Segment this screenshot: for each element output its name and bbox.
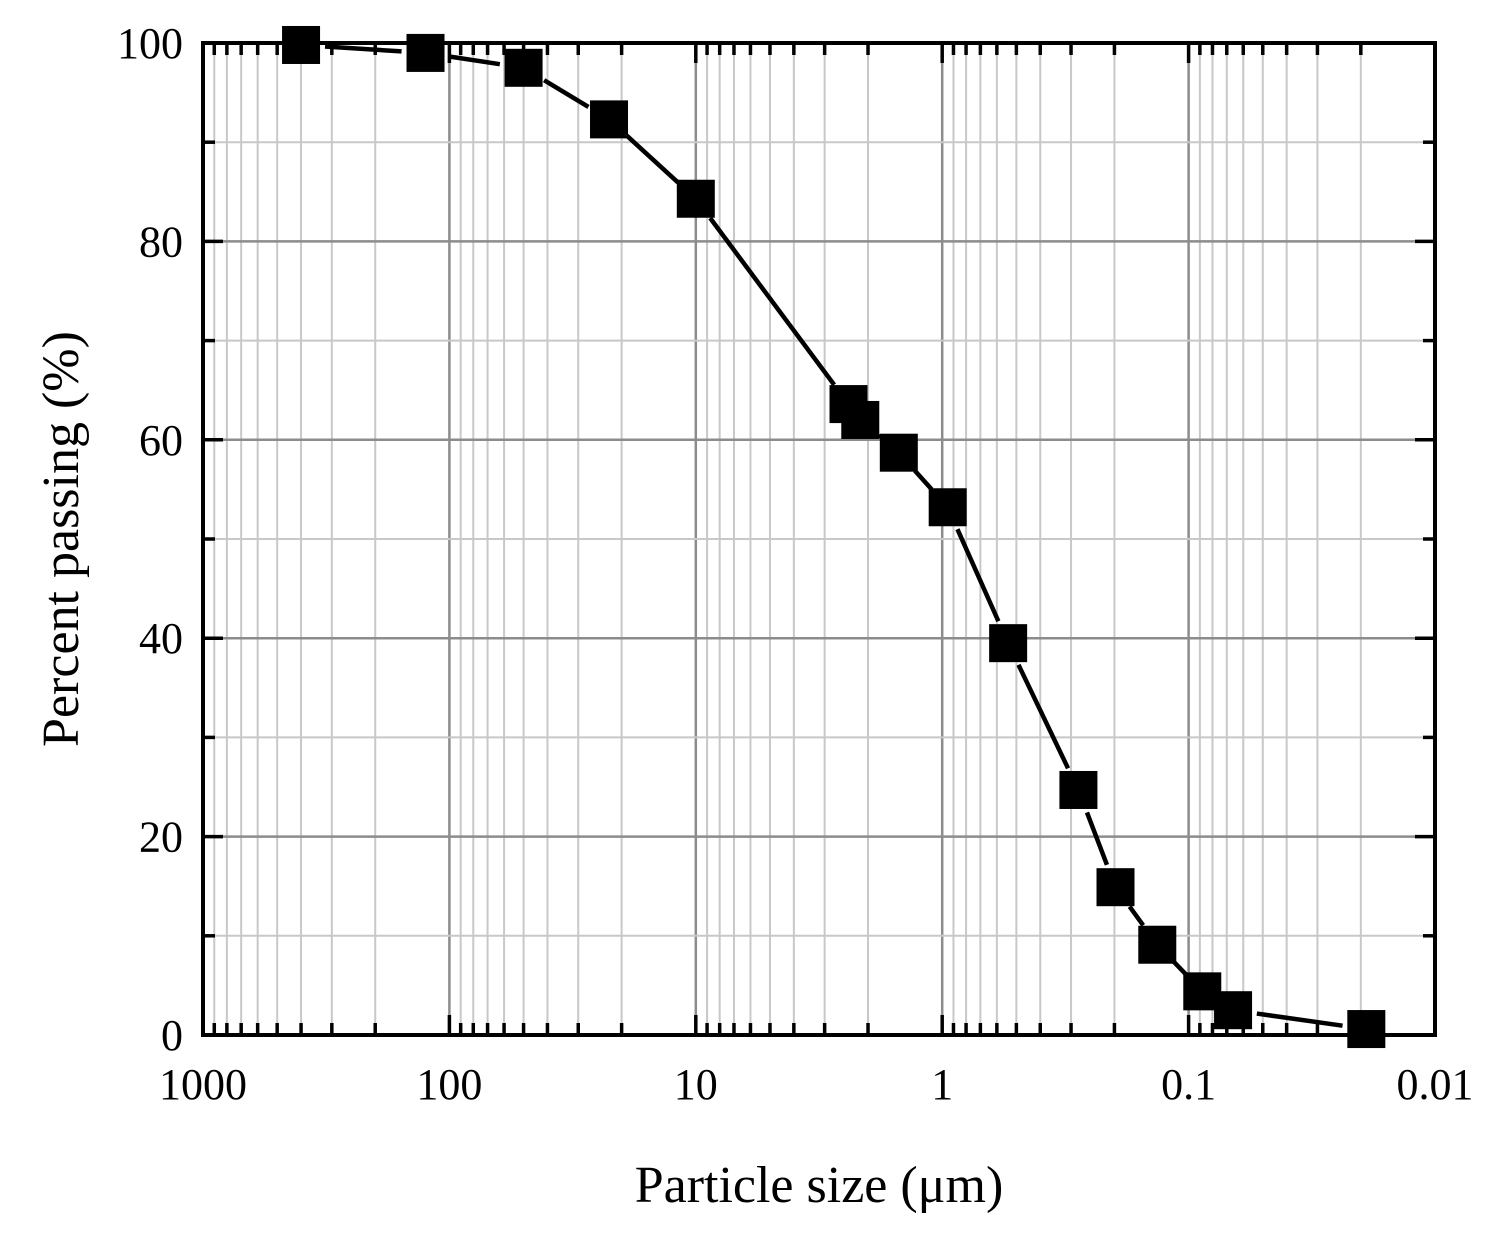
plot-frame	[201, 41, 1437, 1037]
data-point-marker	[590, 100, 629, 139]
grid-lines	[201, 41, 1437, 1037]
y-tick-label: 60	[139, 416, 183, 465]
x-tick-label: 1000	[159, 1060, 247, 1109]
y-axis-title: Percent passing (%)	[33, 331, 90, 747]
series-line-segment	[1172, 960, 1188, 976]
data-point-marker	[1059, 770, 1098, 809]
data-point-marker	[1096, 868, 1135, 907]
series-line-segment	[913, 469, 934, 491]
y-tick-label: 100	[117, 19, 183, 68]
series-line-segment	[708, 216, 836, 387]
series-group	[282, 25, 1386, 1049]
y-tick-labels: 0 20 40 60 80 100	[117, 19, 183, 1060]
data-point-marker	[928, 488, 967, 527]
y-tick-label: 0	[161, 1011, 183, 1060]
x-tick-label: 100	[416, 1060, 482, 1109]
data-point-marker	[282, 25, 321, 64]
data-point-marker	[504, 48, 543, 87]
series-line-segment	[625, 133, 680, 185]
series-line-segment	[1256, 1011, 1343, 1028]
data-point-marker	[989, 624, 1028, 663]
data-point-marker	[1138, 925, 1177, 964]
series-line-segment	[448, 54, 501, 67]
y-tick-label: 80	[139, 217, 183, 266]
x-axis-title: Particle size (μm)	[635, 1157, 1004, 1214]
series-line-segment	[1127, 905, 1146, 927]
data-point-marker	[1347, 1010, 1386, 1049]
series-line-segment	[1084, 811, 1110, 866]
x-tick-labels: 1000 100 10 1 0.1 0.01	[159, 1060, 1474, 1109]
data-point-marker	[841, 400, 880, 439]
data-point-marker	[406, 33, 445, 72]
data-point-marker	[676, 179, 715, 218]
x-tick-label: 10	[674, 1060, 718, 1109]
data-point-marker	[879, 433, 918, 472]
x-tick-label: 0.1	[1161, 1060, 1216, 1109]
x-tick-label: 0.01	[1397, 1060, 1474, 1109]
x-tick-label: 1	[931, 1060, 953, 1109]
y-tick-label: 40	[139, 614, 183, 663]
series-line-segment	[324, 44, 402, 54]
y-tick-label: 20	[139, 813, 183, 862]
series-line-segment	[955, 528, 1001, 623]
series-line-segment	[542, 78, 590, 109]
data-point-marker	[1214, 991, 1253, 1030]
series-line-segment	[1016, 663, 1071, 770]
